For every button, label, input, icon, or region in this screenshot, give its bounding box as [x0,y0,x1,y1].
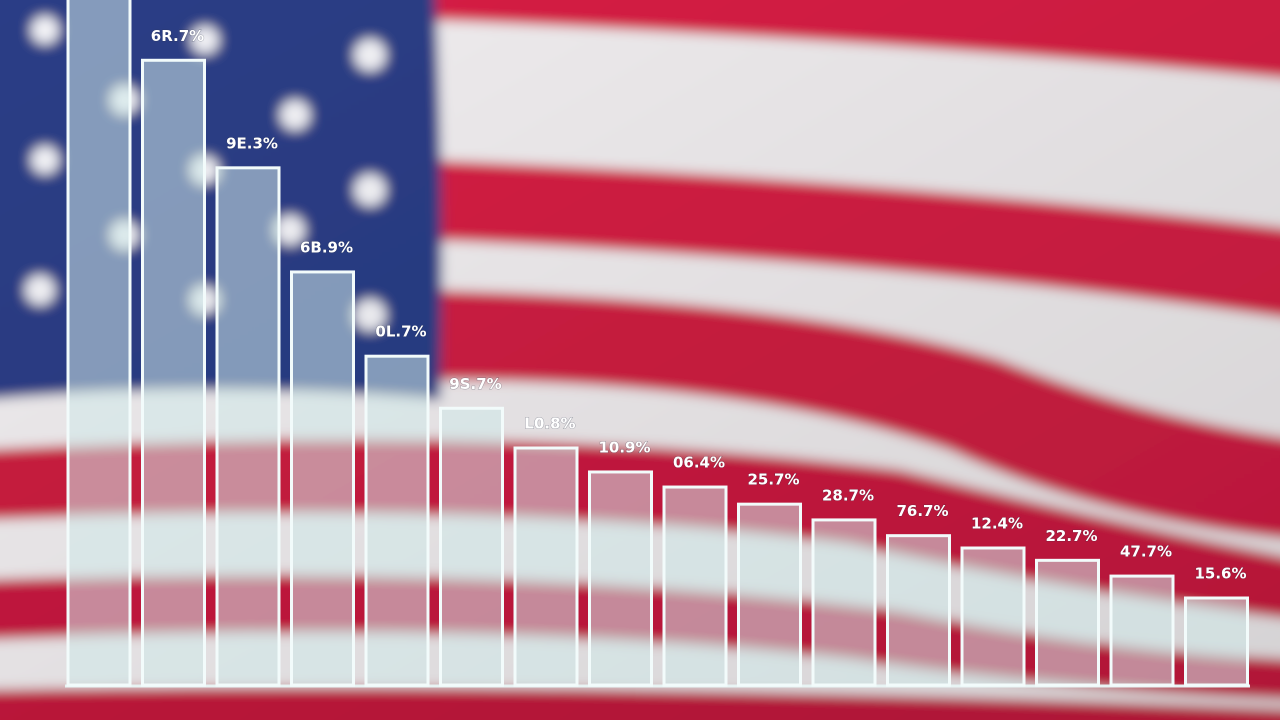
bar [960,546,1026,687]
bar [141,58,206,687]
value-label: 76.7% [896,502,948,520]
bar [588,470,653,687]
bar [1184,596,1249,687]
value-label: 6B.9% [300,238,353,256]
value-label: L0.8% [524,414,575,432]
bar [513,446,579,687]
value-label: 15.6% [1194,565,1246,583]
value-label: 9S.7% [449,375,501,393]
bar [886,534,951,687]
value-label: 06.4% [673,454,725,472]
bar [439,406,504,687]
bar [290,270,355,687]
bar [811,518,877,687]
value-label: 6R.7% [151,27,204,45]
value-label: 25.7% [747,471,799,489]
value-label: 10.9% [598,438,650,456]
value-label: 22.7% [1045,527,1097,545]
value-label: 9E.3% [226,134,278,152]
bar [215,166,281,687]
bar [66,0,132,687]
bar [1035,558,1100,687]
bar [364,354,430,687]
bar [1109,574,1175,687]
value-label: 0L.7% [375,323,426,341]
bar [737,502,802,687]
bar [662,485,728,687]
value-label: 12.4% [971,515,1023,533]
value-label: 28.7% [822,486,874,504]
value-label: 47.7% [1120,543,1172,561]
